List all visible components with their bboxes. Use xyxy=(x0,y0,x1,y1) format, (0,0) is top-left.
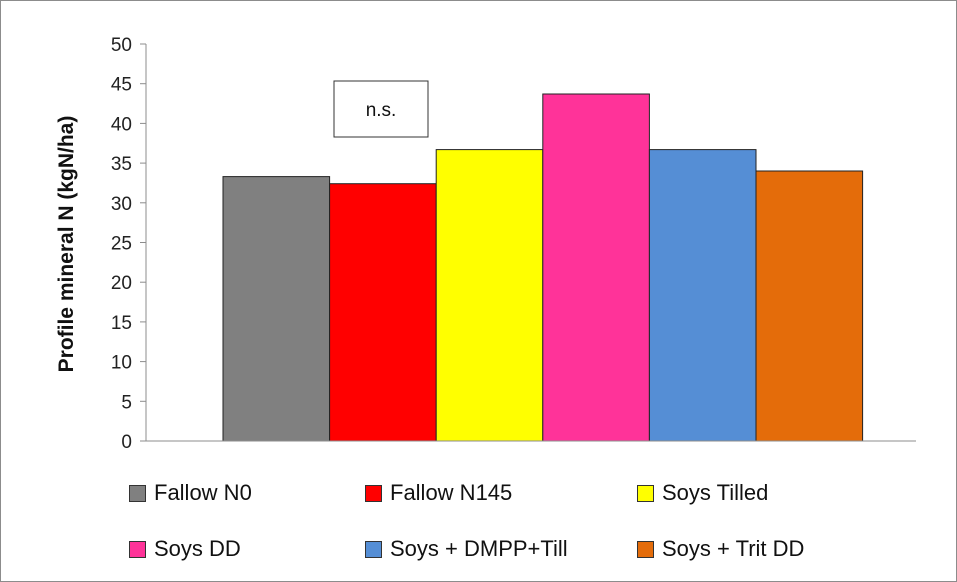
y-tick-label: 15 xyxy=(111,313,132,334)
y-tick-label: 50 xyxy=(111,35,132,56)
y-axis: 0 5 10 15 20 25 30 35 40 45 50 xyxy=(111,35,147,453)
legend-swatch xyxy=(129,540,146,558)
legend-item: Fallow N0 xyxy=(129,479,365,507)
legend-swatch xyxy=(637,540,654,558)
legend-label: Soys + DMPP+Till xyxy=(390,536,568,561)
legend-label: Soys + Trit DD xyxy=(662,536,805,561)
legend-item: Soys Tilled xyxy=(637,479,897,507)
legend-item: Soys DD xyxy=(129,535,365,563)
y-tick-label: 20 xyxy=(111,273,132,294)
y-tick-label: 25 xyxy=(111,234,132,255)
legend-label: Fallow N145 xyxy=(390,480,513,505)
legend-item: Fallow N145 xyxy=(365,479,637,507)
legend-label: Soys DD xyxy=(154,536,241,561)
y-tick-label: 10 xyxy=(111,353,132,374)
y-axis-label: Profile mineral N (kgN/ha) xyxy=(55,116,78,373)
bar-soys-trit-dd xyxy=(755,170,864,442)
legend-swatch xyxy=(129,484,146,502)
legend-swatch xyxy=(637,484,654,502)
bar-soys-dd xyxy=(542,93,650,442)
bar-fallow-n0 xyxy=(222,176,331,442)
y-tick-label: 40 xyxy=(111,114,132,135)
legend-item: Soys + Trit DD xyxy=(637,535,897,563)
bar-soys-tilled xyxy=(435,149,544,442)
legend-item: Soys + DMPP+Till xyxy=(365,535,637,563)
legend: Fallow N0 Fallow N145 Soys Tilled Soys DD So… xyxy=(129,479,929,563)
legend-label: Soys Tilled xyxy=(662,480,769,505)
y-tick-label: 0 xyxy=(121,432,132,453)
y-tick-label: 45 xyxy=(111,75,132,96)
y-tick-label: 5 xyxy=(121,392,132,413)
annotation-text: n.s. xyxy=(366,100,397,121)
bars xyxy=(222,93,864,442)
bar-soys-dmpp-till xyxy=(648,149,757,442)
legend-swatch xyxy=(365,484,382,502)
legend-label: Fallow N0 xyxy=(154,480,252,505)
bar-fallow-n145 xyxy=(329,183,437,442)
annotation-box: n.s. xyxy=(333,80,429,138)
legend-swatch xyxy=(365,540,382,558)
y-tick-label: 35 xyxy=(111,154,132,175)
y-tick-label: 30 xyxy=(111,194,132,215)
